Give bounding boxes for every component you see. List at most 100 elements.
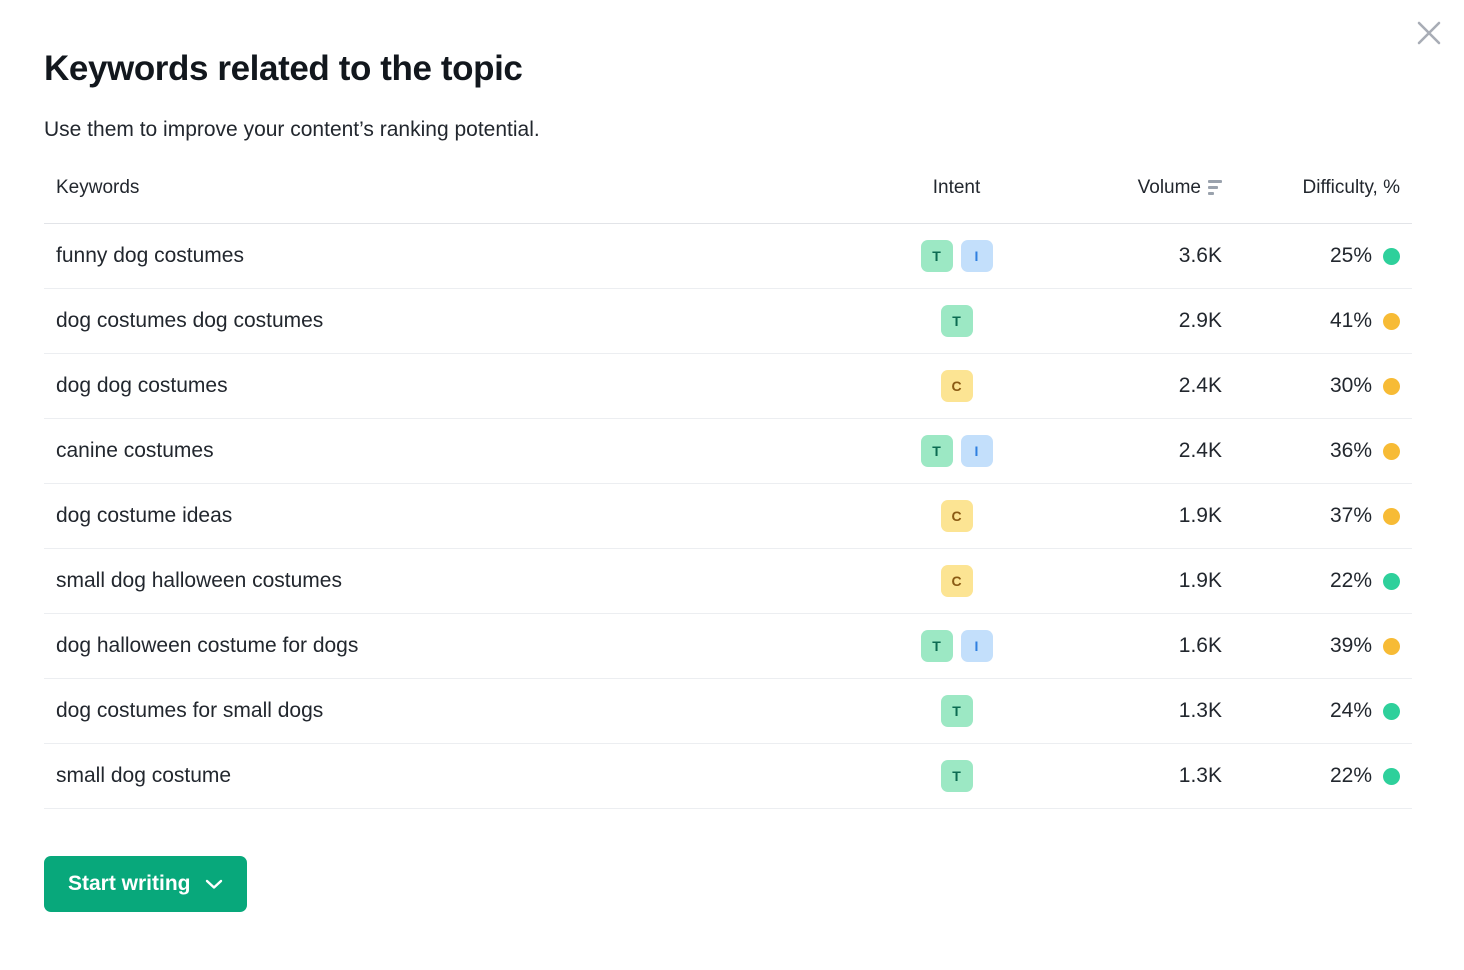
- difficulty-cell: 25%: [1222, 223, 1412, 290]
- difficulty-status-dot: [1383, 312, 1400, 330]
- column-header-intent-label: Intent: [932, 177, 981, 199]
- close-icon: [1415, 19, 1443, 47]
- volume-cell: 2.4K: [1024, 418, 1222, 485]
- intent-cell: T: [889, 288, 1024, 355]
- keyword-cell[interactable]: dog halloween costume for dogs: [44, 613, 889, 680]
- keyword-cell[interactable]: canine costumes: [44, 418, 889, 485]
- table-row[interactable]: dog costumes dog costumes T 2.9K 41%: [44, 288, 1412, 355]
- close-icon-button[interactable]: [1408, 12, 1450, 54]
- table-header-row: Keywords Intent Volume Difficulty, %: [44, 177, 1412, 225]
- difficulty-status-dot: [1383, 377, 1400, 395]
- keywords-table-container: Keywords Intent Volume Difficulty, %: [44, 177, 1412, 810]
- difficulty-value: 22%: [1329, 764, 1372, 788]
- difficulty-cell: 39%: [1222, 613, 1412, 680]
- page-title: Keywords related to the topic: [44, 49, 523, 88]
- intent-badge-c[interactable]: C: [940, 500, 973, 533]
- start-writing-button[interactable]: Start writing: [44, 856, 247, 913]
- modal-header: Keywords related to the topic Use them t…: [0, 0, 1464, 143]
- difficulty-value-wrap: 39%: [1330, 634, 1400, 658]
- column-header-keywords-label: Keywords: [56, 177, 140, 199]
- difficulty-value: 37%: [1329, 504, 1372, 528]
- keyword-cell[interactable]: dog costumes for small dogs: [44, 678, 889, 745]
- intent-badge-t[interactable]: T: [920, 630, 953, 663]
- difficulty-value-wrap: 25%: [1330, 244, 1400, 268]
- table-header: Keywords Intent Volume Difficulty, %: [44, 177, 1412, 225]
- intent-cell: C: [889, 483, 1024, 550]
- intent-cell: C: [889, 353, 1024, 420]
- difficulty-value: 30%: [1329, 374, 1372, 398]
- difficulty-value: 24%: [1329, 699, 1372, 723]
- column-header-difficulty-label: Difficulty, %: [1302, 177, 1401, 199]
- intent-cell: C: [889, 548, 1024, 615]
- intent-badge-t[interactable]: T: [920, 435, 953, 468]
- keywords-table: Keywords Intent Volume Difficulty, %: [44, 177, 1412, 810]
- difficulty-status-dot: [1383, 247, 1400, 265]
- intent-badge-group: T: [889, 305, 1024, 338]
- difficulty-value: 41%: [1329, 309, 1372, 333]
- intent-badge-i[interactable]: I: [960, 435, 993, 468]
- volume-cell: 1.6K: [1024, 613, 1222, 680]
- keyword-cell[interactable]: small dog costume: [44, 743, 889, 810]
- keyword-cell[interactable]: small dog halloween costumes: [44, 548, 889, 615]
- intent-badge-t[interactable]: T: [940, 695, 973, 728]
- keyword-cell[interactable]: funny dog costumes: [44, 223, 889, 290]
- volume-cell: 1.9K: [1024, 483, 1222, 550]
- intent-badge-c[interactable]: C: [940, 565, 973, 598]
- difficulty-value: 39%: [1329, 634, 1372, 658]
- table-row[interactable]: small dog halloween costumes C 1.9K 22%: [44, 548, 1412, 615]
- intent-badge-group: C: [889, 500, 1024, 533]
- difficulty-value-wrap: 22%: [1330, 764, 1400, 788]
- keyword-cell[interactable]: dog dog costumes: [44, 353, 889, 420]
- chevron-down-icon: [205, 873, 223, 894]
- difficulty-cell: 22%: [1222, 548, 1412, 615]
- difficulty-value: 25%: [1329, 244, 1372, 268]
- intent-badge-i[interactable]: I: [960, 630, 993, 663]
- table-row[interactable]: dog dog costumes C 2.4K 30%: [44, 353, 1412, 420]
- difficulty-status-dot: [1383, 767, 1400, 785]
- difficulty-value: 22%: [1329, 569, 1372, 593]
- difficulty-status-dot: [1383, 702, 1400, 720]
- volume-cell: 2.4K: [1024, 353, 1222, 420]
- column-header-difficulty[interactable]: Difficulty, %: [1222, 177, 1412, 225]
- table-row[interactable]: dog costume ideas C 1.9K 37%: [44, 483, 1412, 550]
- intent-badge-t[interactable]: T: [920, 240, 953, 273]
- difficulty-status-dot: [1383, 507, 1400, 525]
- column-header-volume[interactable]: Volume: [1024, 177, 1222, 225]
- column-header-volume-label: Volume: [1137, 177, 1201, 199]
- table-row[interactable]: canine costumes T I 2.4K 36%: [44, 418, 1412, 485]
- volume-cell: 3.6K: [1024, 223, 1222, 290]
- column-header-keywords[interactable]: Keywords: [44, 177, 889, 225]
- table-row[interactable]: small dog costume T 1.3K 22%: [44, 743, 1412, 810]
- difficulty-status-dot: [1383, 637, 1400, 655]
- difficulty-value-wrap: 22%: [1330, 569, 1400, 593]
- sort-descending-icon[interactable]: [1208, 179, 1222, 197]
- intent-badge-t[interactable]: T: [940, 760, 973, 793]
- keyword-cell[interactable]: dog costume ideas: [44, 483, 889, 550]
- table-row[interactable]: funny dog costumes T I 3.6K 25%: [44, 223, 1412, 290]
- intent-badge-i[interactable]: I: [960, 240, 993, 273]
- table-row[interactable]: dog costumes for small dogs T 1.3K 24%: [44, 678, 1412, 745]
- difficulty-cell: 36%: [1222, 418, 1412, 485]
- keyword-cell[interactable]: dog costumes dog costumes: [44, 288, 889, 355]
- table-row[interactable]: dog halloween costume for dogs T I 1.6K 39%: [44, 613, 1412, 680]
- intent-badge-t[interactable]: T: [940, 305, 973, 338]
- intent-badge-c[interactable]: C: [940, 370, 973, 403]
- difficulty-value-wrap: 37%: [1330, 504, 1400, 528]
- difficulty-value-wrap: 30%: [1330, 374, 1400, 398]
- difficulty-value-wrap: 24%: [1330, 699, 1400, 723]
- difficulty-value-wrap: 41%: [1330, 309, 1400, 333]
- volume-cell: 1.3K: [1024, 743, 1222, 810]
- difficulty-value: 36%: [1329, 439, 1372, 463]
- difficulty-cell: 41%: [1222, 288, 1412, 355]
- column-header-intent[interactable]: Intent: [889, 177, 1024, 225]
- intent-badge-group: C: [889, 565, 1024, 598]
- intent-cell: T: [889, 678, 1024, 745]
- difficulty-value-wrap: 36%: [1330, 439, 1400, 463]
- start-writing-label: Start writing: [68, 872, 191, 896]
